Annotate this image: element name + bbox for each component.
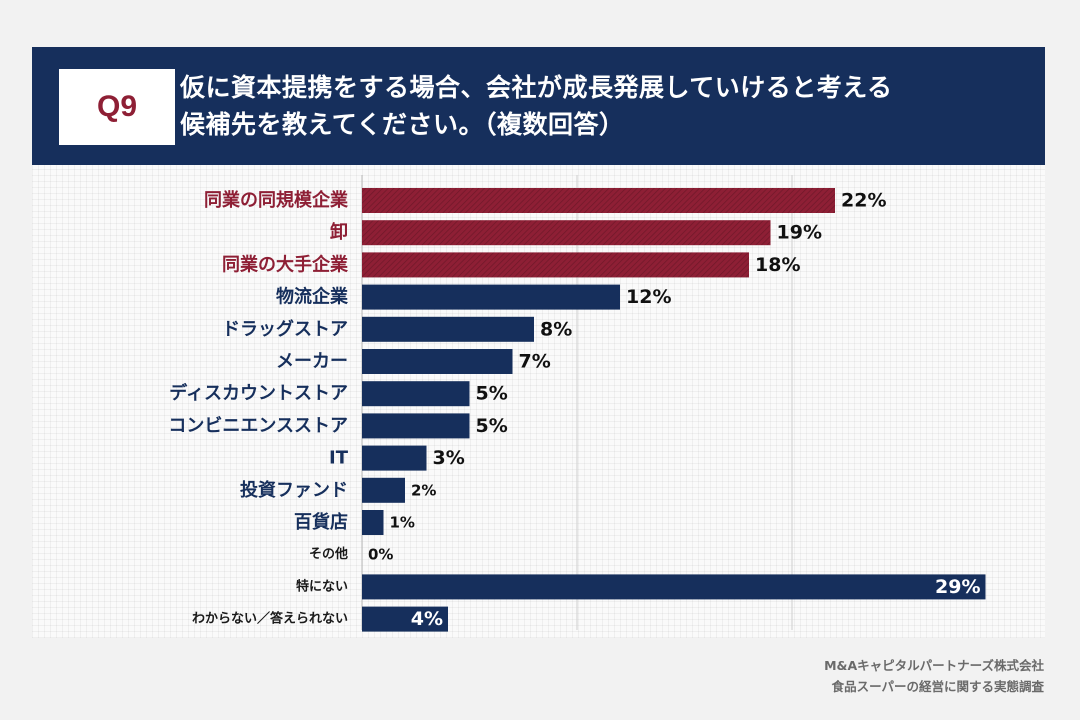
category-label: メーカー — [276, 351, 348, 372]
value-label: 5% — [476, 383, 508, 405]
bar — [362, 284, 620, 310]
bar — [362, 349, 513, 374]
value-label: 19% — [777, 222, 822, 244]
source-credit: M&Aキャピタルパートナーズ株式会社 食品スーパーの経営に関する実態調査 — [824, 655, 1044, 697]
value-label: 29% — [935, 576, 980, 598]
bar — [362, 381, 470, 407]
bar — [362, 316, 534, 342]
bar — [362, 510, 384, 535]
category-label: 投資ファンド — [240, 479, 348, 501]
category-label: 百貨店 — [294, 511, 348, 533]
bar — [362, 413, 470, 439]
question-line-1: 仮に資本提携をする場合、会社が成長発展していけると考える — [180, 73, 893, 102]
bar — [362, 574, 986, 600]
category-label: ドラッグストア — [222, 318, 348, 340]
question-header: Q9 仮に資本提携をする場合、会社が成長発展していけると考える 候補先を教えてく… — [32, 47, 1045, 165]
value-label: 12% — [626, 286, 671, 308]
category-label: コンビニエンスストア — [168, 415, 348, 436]
question-line-2: 候補先を教えてください。（複数回答） — [180, 110, 625, 139]
category-label: わからない／答えられない — [192, 611, 348, 627]
value-label: 3% — [433, 447, 465, 469]
bar-chart: 同業の同規模企業 22% 卸 19% 同業の大手企業 18% 物流企業 12% ドラッグストア 8… — [168, 175, 986, 632]
value-label: 7% — [519, 351, 551, 373]
source-company: M&Aキャピタルパートナーズ株式会社 — [824, 658, 1044, 673]
bar — [362, 445, 427, 471]
category-label: 特にない — [296, 578, 348, 594]
value-label: 8% — [540, 318, 572, 340]
value-label: 1% — [390, 514, 415, 532]
value-label: 5% — [476, 415, 508, 437]
category-label: IT — [329, 448, 349, 469]
category-label: その他 — [309, 546, 348, 562]
value-label: 18% — [755, 254, 800, 276]
category-label: 同業の同規模企業 — [204, 189, 349, 211]
question-text: 仮に資本提携をする場合、会社が成長発展していけると考える 候補先を教えてください… — [180, 69, 1020, 143]
bar — [362, 188, 835, 213]
category-label: 物流企業 — [276, 286, 349, 308]
value-label: 2% — [411, 481, 436, 499]
bar — [362, 477, 405, 503]
question-number-badge: Q9 — [59, 69, 175, 145]
value-label: 4% — [411, 608, 443, 630]
category-label: ディスカウントストア — [169, 382, 348, 404]
category-label: 同業の大手企業 — [222, 253, 349, 275]
source-survey: 食品スーパーの経営に関する実態調査 — [831, 679, 1044, 694]
value-label: 0% — [368, 546, 393, 564]
bar — [362, 252, 749, 278]
value-label: 22% — [841, 190, 886, 212]
bar — [362, 220, 771, 246]
bar — [362, 606, 448, 632]
category-label: 卸 — [330, 221, 348, 243]
chart-area: 同業の同規模企業 22% 卸 19% 同業の大手企業 18% 物流企業 12% ドラッグストア 8… — [32, 165, 1045, 638]
